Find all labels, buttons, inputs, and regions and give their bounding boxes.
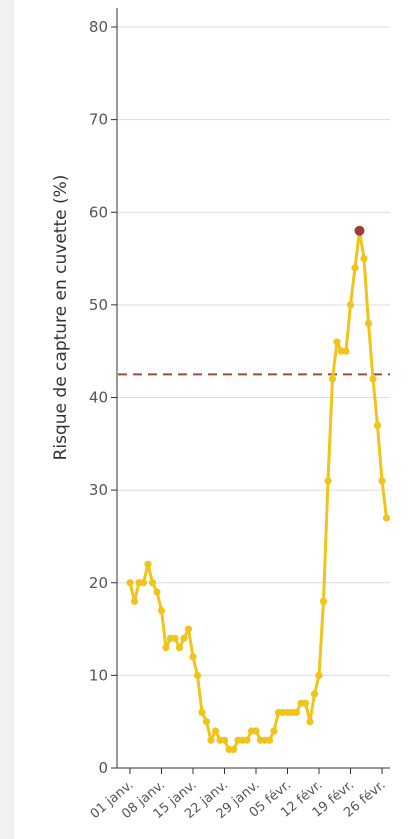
data-point	[346, 301, 355, 309]
data-point	[351, 264, 359, 272]
data-point	[315, 671, 323, 679]
data-point	[342, 347, 350, 355]
data-point	[148, 579, 157, 587]
data-point	[373, 421, 382, 429]
data-point	[184, 625, 193, 633]
data-point	[153, 588, 161, 596]
y-tick-label: 0	[98, 759, 108, 777]
data-point	[198, 708, 206, 717]
y-axis-label: Risque de capture en cuvette (%)	[51, 175, 71, 461]
y-tick-label: 20	[89, 574, 108, 592]
data-point	[144, 560, 152, 568]
data-point	[270, 727, 278, 735]
highlight-point	[354, 225, 365, 236]
data-point	[157, 606, 166, 615]
data-point	[126, 579, 134, 587]
data-point	[378, 477, 386, 485]
y-tick-label: 30	[89, 481, 108, 499]
data-point	[175, 643, 184, 652]
data-point	[333, 338, 341, 346]
y-tick-label: 80	[89, 18, 108, 36]
data-point	[252, 727, 260, 735]
data-point	[162, 643, 170, 652]
y-tick-label: 40	[89, 389, 108, 407]
data-point	[369, 375, 377, 383]
data-point	[382, 514, 391, 522]
data-point	[211, 727, 220, 735]
y-axis-ticks: 0 10 20 30 40 50 60 70 80	[89, 18, 117, 777]
data-point	[207, 736, 215, 744]
y-tick-label: 60	[89, 203, 108, 221]
data-point	[328, 375, 337, 383]
data-point	[189, 653, 197, 661]
data-point	[220, 736, 229, 744]
data-point	[292, 708, 301, 717]
data-point	[139, 579, 148, 587]
data-point	[243, 736, 251, 744]
data-point	[319, 597, 328, 605]
data-point	[180, 634, 188, 642]
data-point	[265, 736, 274, 744]
data-point	[310, 690, 319, 698]
data-point	[364, 319, 373, 327]
data-point	[229, 745, 238, 754]
data-point	[193, 671, 202, 679]
grid-lines	[117, 26, 390, 676]
data-point	[324, 477, 332, 485]
y-tick-label: 70	[89, 111, 108, 129]
left-panel-strip	[0, 0, 14, 839]
data-point	[306, 718, 314, 726]
y-tick-label: 50	[89, 296, 108, 314]
data-point	[301, 699, 310, 707]
data-point	[130, 597, 139, 605]
data-point	[171, 634, 179, 642]
data-point	[360, 254, 368, 263]
data-point	[202, 718, 211, 726]
y-tick-label: 10	[89, 666, 108, 684]
data-points	[126, 227, 391, 754]
x-axis-ticks: 01 janv.08 janv.15 janv.22 janv.29 janv.…	[88, 768, 389, 822]
